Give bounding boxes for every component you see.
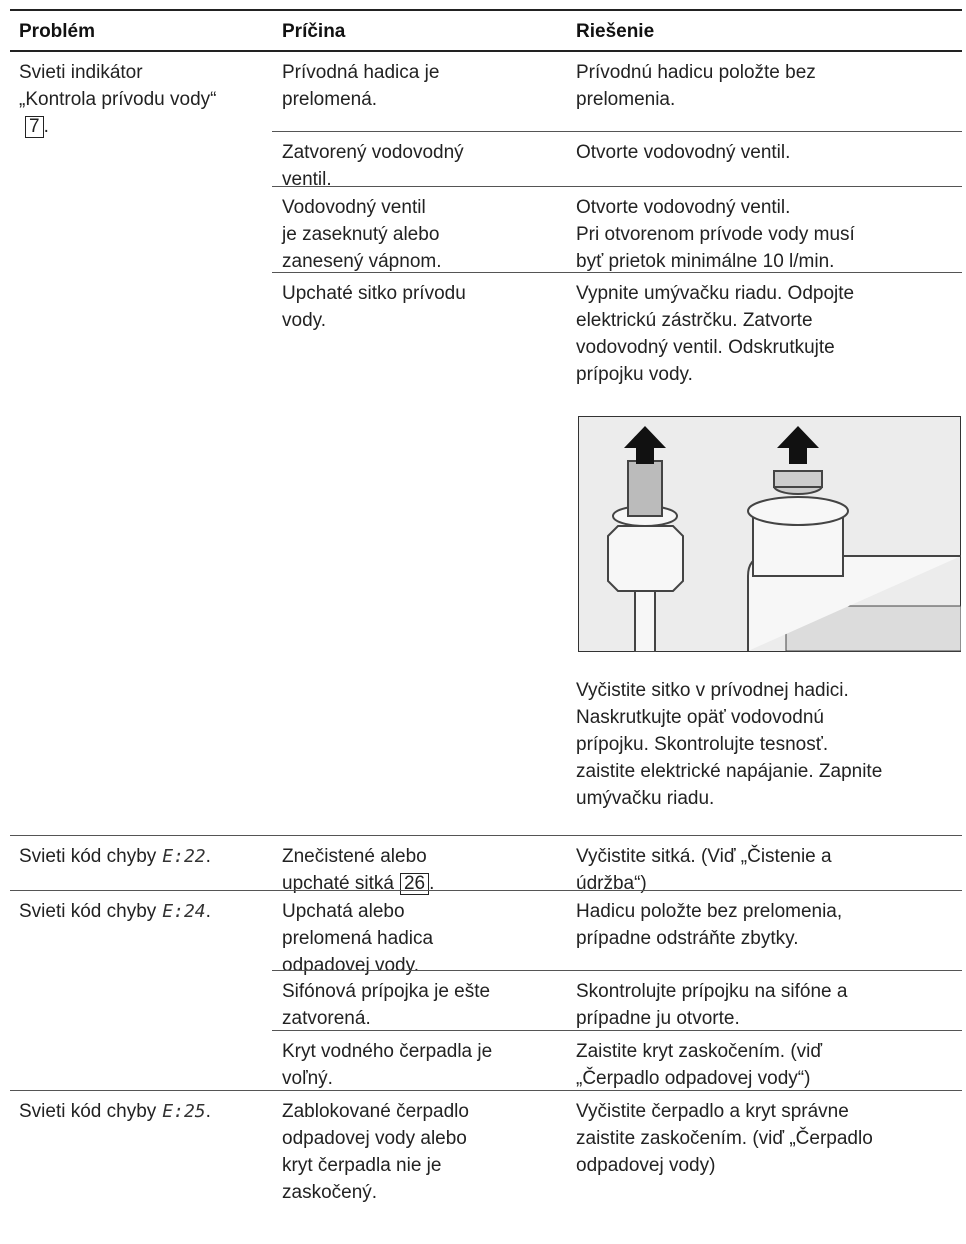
error-code: E:24 — [162, 901, 206, 922]
sub-rule — [272, 272, 962, 273]
cause-line: Zablokované čerpadlo — [282, 1101, 469, 1122]
solution-line: Naskrutkujte opäť vodovodnú — [576, 707, 824, 728]
solution-line: odpadovej vody) — [576, 1155, 716, 1176]
strainer-illustration — [578, 416, 961, 652]
row-rule — [10, 1090, 962, 1091]
cause-line: Sifónová prípojka je ešte — [282, 981, 491, 1002]
solution-line: zaistite zaskočením. (viď „Čerpadlo — [576, 1128, 873, 1149]
cause-line: je zaseknutý alebo — [282, 224, 440, 245]
rule — [10, 9, 962, 11]
cause-line: odpadovej vody alebo — [282, 1128, 467, 1149]
problem-end: . — [205, 1101, 211, 1122]
solution-line: prípojku vody. — [576, 364, 693, 385]
header-solution: Riešenie — [576, 21, 655, 42]
solution-line: Otvorte vodovodný ventil. — [576, 142, 791, 163]
row-rule — [10, 890, 962, 891]
solution-line: Otvorte vodovodný ventil. — [576, 197, 791, 218]
solution-line: prípadne odstráňte zbytky. — [576, 928, 799, 949]
header-problem: Problém — [19, 21, 96, 42]
problem-end: . — [205, 846, 211, 867]
cause-line: prelomená hadica — [282, 928, 434, 949]
cause-line: Zatvorený vodovodný — [282, 142, 464, 163]
cause-line: Upchatá alebo — [282, 901, 405, 922]
cause-line: kryt čerpadla nie je — [282, 1155, 442, 1176]
solution-line: Hadicu položte bez prelomenia, — [576, 901, 843, 922]
solution-line: vodovodný ventil. Odskrutkujte — [576, 337, 835, 358]
cause-line: zanesený vápnom. — [282, 251, 442, 272]
cause-line: Kryt vodného čerpadla je — [282, 1041, 493, 1062]
rule — [10, 50, 962, 52]
solution-line: Vyčistite čerpadlo a kryt správne — [576, 1101, 849, 1122]
solution-line: Pri otvorenom prívode vody musí — [576, 224, 855, 245]
problem-end: . — [43, 116, 49, 137]
problem-text: Svieti kód chyby — [19, 846, 157, 867]
cause-line: voľný. — [282, 1068, 333, 1089]
problem-text: Svieti indikátor „Kontrola prívodu vody“ — [19, 62, 217, 110]
sub-rule — [272, 970, 962, 971]
problem: Svieti kód chyby E:24. — [19, 898, 269, 925]
solution-line: „Čerpadlo odpadovej vody“) — [576, 1068, 811, 1089]
solution-line: umývačku riadu. — [576, 788, 715, 809]
solution-line: Skontrolujte prípojku na sifóne a — [576, 981, 848, 1002]
solution-line: Zaistite kryt zaskočením. (viď — [576, 1041, 823, 1062]
solution-line: prípojku. Skontrolujte tesnosť. — [576, 734, 829, 755]
solution-line: Prívodnú hadicu položte bez — [576, 62, 816, 83]
ref-number: 7 — [25, 116, 44, 138]
sub-rule — [272, 131, 962, 132]
error-code: E:22 — [162, 846, 206, 867]
error-code: E:25 — [162, 1101, 206, 1122]
solution-line: údržba“) — [576, 873, 647, 894]
cause-line: odpadovej vody. — [282, 955, 419, 976]
problem: Svieti kód chyby E:22. — [19, 843, 269, 870]
solution-line: Vypnite umývačku riadu. Odpojte — [576, 283, 855, 304]
solution-line: prípadne ju otvorte. — [576, 1008, 740, 1029]
cause-line: prelomená. — [282, 89, 378, 110]
solution-line: zaistite elektrické napájanie. Zapnite — [576, 761, 883, 782]
solution-line: Vyčistite sitko v prívodnej hadici. — [576, 680, 849, 701]
solution-line: Vyčistite sitká. (Viď „Čistenie a — [576, 846, 832, 867]
problem: Svieti kód chyby E:25. — [19, 1098, 269, 1125]
cause-line: upchaté sitká 26. — [282, 873, 435, 895]
cause-line: Upchaté sitko prívodu — [282, 283, 466, 304]
cause-line: zatvorená. — [282, 1008, 371, 1029]
solution-line: byť prietok minimálne 10 l/min. — [576, 251, 835, 272]
cause-line: Prívodná hadica je — [282, 62, 440, 83]
cause-line: vody. — [282, 310, 327, 331]
problem: Svieti indikátor „Kontrola prívodu vody“… — [19, 59, 219, 140]
cause-line: Znečistené alebo — [282, 846, 427, 867]
problem-text: Svieti kód chyby — [19, 901, 157, 922]
problem-text: Svieti kód chyby — [19, 1101, 157, 1122]
solution-line: prelomenia. — [576, 89, 676, 110]
cause-end: . — [429, 873, 435, 894]
problem-end: . — [205, 901, 211, 922]
row-rule — [10, 835, 962, 836]
sub-rule — [272, 186, 962, 187]
cause-line: zaskočený. — [282, 1182, 378, 1203]
ref-number: 26 — [399, 873, 430, 895]
cause-line: ventil. — [282, 169, 332, 190]
cause-line: Vodovodný ventil — [282, 197, 426, 218]
header-cause: Príčina — [282, 21, 346, 42]
solution-line: elektrickú zástrčku. Zatvorte — [576, 310, 813, 331]
sub-rule — [272, 1030, 962, 1031]
